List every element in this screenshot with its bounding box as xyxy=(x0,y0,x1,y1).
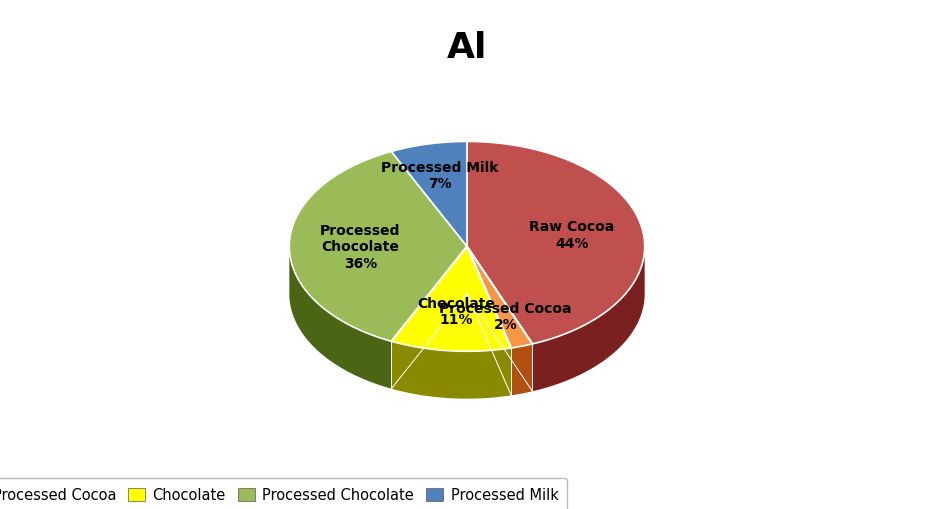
Polygon shape xyxy=(391,142,467,247)
Polygon shape xyxy=(391,247,467,389)
Polygon shape xyxy=(290,247,391,389)
Legend: Raw Cocoa, Processed Cocoa, Chocolate, Processed Chocolate, Processed Milk: Raw Cocoa, Processed Cocoa, Chocolate, P… xyxy=(0,478,567,509)
Polygon shape xyxy=(532,247,644,391)
Polygon shape xyxy=(290,152,467,342)
Text: Chocolate
11%: Chocolate 11% xyxy=(417,296,496,327)
Polygon shape xyxy=(467,247,532,391)
Text: Raw Cocoa
44%: Raw Cocoa 44% xyxy=(529,220,615,250)
Polygon shape xyxy=(467,247,532,348)
Polygon shape xyxy=(391,247,467,389)
Text: Al: Al xyxy=(446,31,488,65)
Polygon shape xyxy=(467,247,532,391)
Polygon shape xyxy=(467,142,644,344)
Text: Processed Cocoa
2%: Processed Cocoa 2% xyxy=(439,301,572,332)
Polygon shape xyxy=(467,247,511,395)
Polygon shape xyxy=(391,342,511,399)
Polygon shape xyxy=(467,247,511,395)
Polygon shape xyxy=(391,247,511,352)
Text: Processed
Chocolate
36%: Processed Chocolate 36% xyxy=(320,224,401,270)
Polygon shape xyxy=(511,344,532,395)
Text: Processed Milk
7%: Processed Milk 7% xyxy=(381,160,499,190)
